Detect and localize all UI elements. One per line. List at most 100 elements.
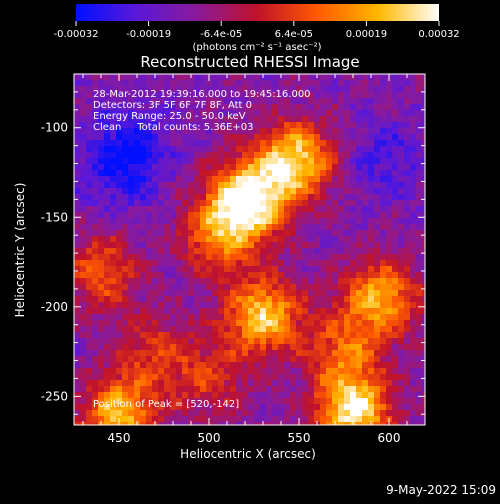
heatmap-cell: [224, 116, 231, 123]
heatmap-cell: [104, 404, 111, 411]
heatmap-cell: [122, 374, 129, 381]
heatmap-cell: [344, 212, 351, 219]
heatmap-cell: [104, 92, 111, 99]
heatmap-cell: [368, 314, 375, 321]
heatmap-cell: [296, 302, 303, 309]
heatmap-cell: [422, 416, 425, 423]
heatmap-cell: [362, 146, 369, 153]
heatmap-cell: [140, 278, 147, 285]
heatmap-cell: [218, 140, 225, 147]
heatmap-cell: [356, 218, 363, 225]
heatmap-cell: [386, 104, 393, 111]
heatmap-cell: [98, 242, 105, 249]
heatmap-cell: [200, 338, 207, 345]
heatmap-cell: [374, 374, 381, 381]
heatmap-cell: [326, 194, 333, 201]
heatmap-cell: [134, 104, 141, 111]
heatmap-cell: [134, 374, 141, 381]
heatmap-cell: [416, 230, 423, 237]
heatmap-cell: [368, 284, 375, 291]
heatmap-cell: [86, 98, 93, 105]
heatmap-cell: [410, 368, 417, 375]
heatmap-cell: [386, 344, 393, 351]
heatmap-cell: [404, 410, 411, 417]
heatmap-cell: [92, 170, 99, 177]
heatmap-cell: [290, 374, 297, 381]
heatmap-cell: [98, 362, 105, 369]
heatmap-cell: [176, 278, 183, 285]
heatmap-cell: [182, 248, 189, 255]
heatmap-cell: [266, 392, 273, 399]
heatmap-cell: [266, 110, 273, 117]
heatmap-cell: [206, 134, 213, 141]
heatmap-cell: [194, 152, 201, 159]
heatmap-cell: [212, 212, 219, 219]
heatmap-cell: [314, 410, 321, 417]
heatmap-cell: [116, 254, 123, 261]
heatmap-cell: [194, 134, 201, 141]
heatmap-cell: [200, 242, 207, 249]
heatmap-cell: [116, 194, 123, 201]
heatmap-cell: [164, 356, 171, 363]
heatmap-cell: [410, 236, 417, 243]
heatmap-cell: [128, 272, 135, 279]
heatmap-cell: [188, 356, 195, 363]
heatmap-cell: [278, 344, 285, 351]
peak-position: Position of Peak = [520,-142]: [93, 399, 239, 410]
heatmap-cell: [380, 224, 387, 231]
heatmap-cell: [338, 86, 345, 93]
heatmap-cell: [278, 236, 285, 243]
heatmap-cell: [116, 278, 123, 285]
heatmap-cell: [398, 176, 405, 183]
heatmap-cell: [326, 122, 333, 129]
heatmap-cell: [170, 272, 177, 279]
heatmap-cell: [200, 398, 207, 405]
heatmap-cell: [422, 410, 425, 417]
heatmap-cell: [284, 158, 291, 165]
heatmap-cell: [290, 308, 297, 315]
heatmap-cell: [206, 314, 213, 321]
heatmap-cell: [128, 416, 135, 423]
heatmap-cell: [242, 272, 249, 279]
heatmap-cell: [218, 404, 225, 411]
heatmap-cell: [170, 242, 177, 249]
heatmap-cell: [110, 266, 117, 273]
heatmap-cell: [260, 146, 267, 153]
heatmap-cell: [404, 284, 411, 291]
heatmap-cell: [152, 356, 159, 363]
heatmap-cell: [212, 230, 219, 237]
heatmap-cell: [194, 320, 201, 327]
heatmap-cell: [218, 122, 225, 129]
heatmap-cell: [182, 92, 189, 99]
heatmap-cell: [338, 344, 345, 351]
heatmap-cell: [176, 206, 183, 213]
heatmap-cell: [248, 344, 255, 351]
heatmap-cell: [398, 410, 405, 417]
heatmap-cell: [326, 152, 333, 159]
heatmap-cell: [308, 152, 315, 159]
heatmap-cell: [224, 242, 231, 249]
heatmap-cell: [98, 302, 105, 309]
heatmap-cell: [410, 410, 417, 417]
heatmap-cell: [116, 224, 123, 231]
heatmap-cell: [92, 332, 99, 339]
heatmap-cell: [380, 122, 387, 129]
heatmap-cell: [152, 404, 159, 411]
heatmap-cell: [338, 146, 345, 153]
heatmap-cell: [302, 158, 309, 165]
heatmap-cell: [326, 332, 333, 339]
heatmap-cell: [290, 176, 297, 183]
heatmap-cell: [74, 140, 81, 147]
heatmap-cell: [308, 182, 315, 189]
heatmap-cell: [284, 326, 291, 333]
heatmap-cell: [152, 272, 159, 279]
heatmap-cell: [302, 308, 309, 315]
heatmap-cell: [230, 410, 237, 417]
heatmap-cell: [170, 146, 177, 153]
heatmap-cell: [296, 230, 303, 237]
heatmap-cell: [140, 248, 147, 255]
heatmap-cell: [410, 320, 417, 327]
heatmap-cell: [404, 194, 411, 201]
heatmap-cell: [242, 302, 249, 309]
heatmap-cell: [92, 386, 99, 393]
